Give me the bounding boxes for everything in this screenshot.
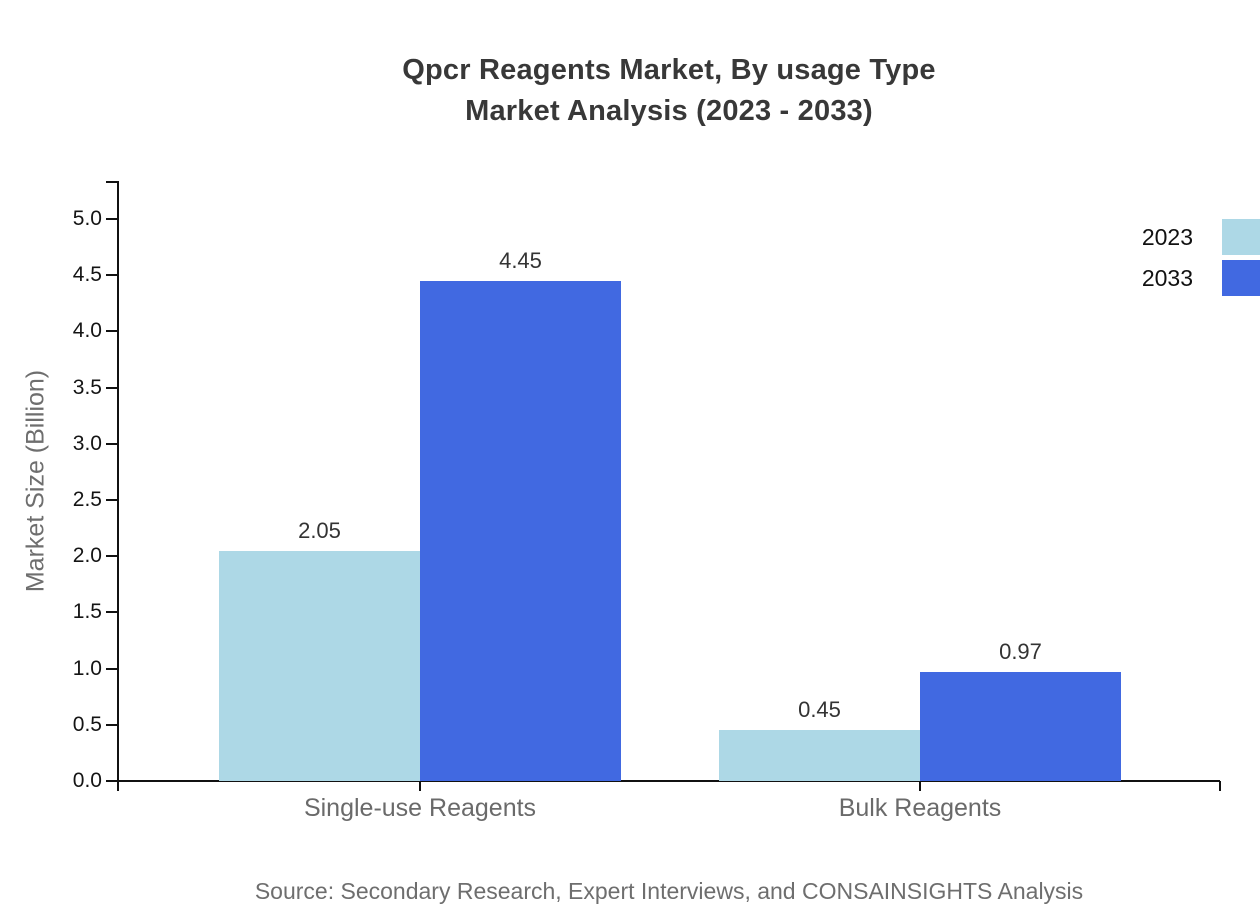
legend-row: 2033	[1142, 260, 1260, 296]
plot-area: 0.0 0.5 1.0 1.5 2.0 2.5 3.0 3.5 4.0 4.5 5.0 2.05 0.…	[73, 181, 1221, 822]
bar-value-label: 0.45	[798, 697, 841, 723]
bar-value-label: 4.45	[499, 247, 542, 273]
category-label: Single-use Reagents	[303, 794, 537, 822]
y-tick-label: 3.5	[72, 375, 102, 399]
source-note: Source: Secondary Research, Expert Inter…	[254, 878, 1084, 904]
chart-title: Qpcr Reagents Market, By usage Type Mark…	[118, 50, 1220, 132]
y-tick-label: 4.5	[72, 263, 102, 287]
y-tick-label: 1.5	[72, 600, 102, 624]
y-tick-label: 5.0	[72, 207, 102, 230]
bar-2023-bulk	[719, 730, 920, 781]
bar-2033-bulk	[920, 671, 1121, 781]
legend-row: 2023	[1142, 219, 1260, 255]
category-label: Bulk Reagents	[838, 794, 1002, 822]
x-tick-mark	[919, 781, 921, 791]
legend-swatch-2023	[1222, 219, 1260, 255]
x-axis-line	[117, 780, 1220, 782]
legend-swatch-2033	[1222, 260, 1260, 296]
chart-title-line1: Qpcr Reagents Market, By usage Type	[402, 54, 936, 86]
y-tick-label: 4.0	[72, 319, 102, 343]
bar-2023-single-use	[219, 550, 420, 781]
y-tick-mark	[106, 555, 117, 558]
y-tick-label: 0.5	[72, 712, 102, 736]
legend: 2023 2033	[1142, 219, 1260, 301]
y-tick-label: 2.0	[72, 544, 102, 568]
y-tick-mark	[106, 442, 117, 445]
y-axis-line	[117, 181, 119, 791]
y-tick-label: 3.0	[72, 431, 102, 455]
y-tick-mark	[106, 330, 117, 333]
legend-label-2033: 2033	[1141, 264, 1193, 291]
y-tick-mark	[106, 274, 117, 277]
x-axis-end-tick	[1219, 781, 1221, 791]
chart-title-line2: Market Analysis (2023 - 2033)	[465, 95, 873, 127]
y-tick-mark	[106, 386, 117, 389]
legend-label-2023: 2023	[1141, 223, 1193, 250]
y-tick-label: 0.0	[72, 769, 102, 792]
bar-2033-single-use	[420, 280, 621, 781]
y-tick-mark	[106, 723, 117, 726]
y-tick-mark	[106, 218, 117, 220]
bar-value-label: 0.97	[999, 638, 1042, 664]
y-tick-mark	[106, 611, 117, 614]
y-axis-end-tick	[106, 181, 118, 183]
bar-value-label: 2.05	[298, 517, 341, 543]
y-tick-mark	[106, 499, 117, 501]
y-tick-mark	[106, 780, 117, 782]
x-tick-mark	[419, 781, 421, 791]
y-tick-label: 2.5	[72, 488, 102, 511]
y-tick-label: 1.0	[72, 656, 102, 680]
y-tick-mark	[106, 667, 117, 670]
